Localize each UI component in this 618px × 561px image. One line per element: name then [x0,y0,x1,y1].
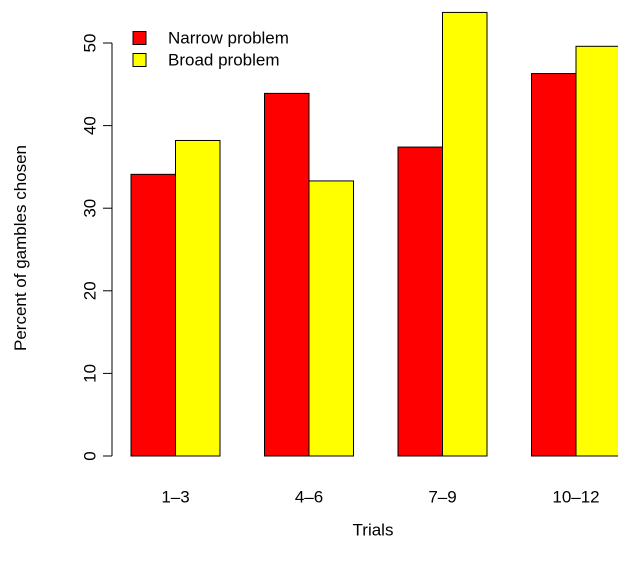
x-axis-title: Trials [353,521,394,540]
x-tick-label: 7–9 [428,488,456,507]
y-tick-label: 10 [81,364,100,383]
y-tick-label: 50 [81,34,100,53]
bar [442,11,488,457]
y-axis: 0 10 20 30 40 50 [81,34,113,461]
legend-label: Broad problem [168,51,280,70]
y-tick-label: 20 [81,281,100,300]
bar [531,73,577,457]
x-tick-label: 1–3 [161,488,189,507]
bar [397,146,443,457]
legend-swatch [132,53,147,67]
bar [575,45,618,457]
bar [130,173,176,457]
bar [264,92,310,457]
bars [130,11,618,457]
y-tick-label: 40 [81,116,100,135]
bar [175,139,221,457]
legend-label: Narrow problem [168,29,289,48]
y-axis-title: Percent of gambles chosen [11,145,30,351]
x-tick-label: 4–6 [295,488,323,507]
x-tick-labels: 1–3 4–6 7–9 10–12 [161,488,599,507]
legend-swatch [132,31,147,45]
y-tick-label: 30 [81,199,100,218]
y-tick-label: 0 [81,451,100,460]
bar [308,180,354,457]
legend: Narrow problem Broad problem [132,29,289,70]
x-tick-label: 10–12 [552,488,599,507]
